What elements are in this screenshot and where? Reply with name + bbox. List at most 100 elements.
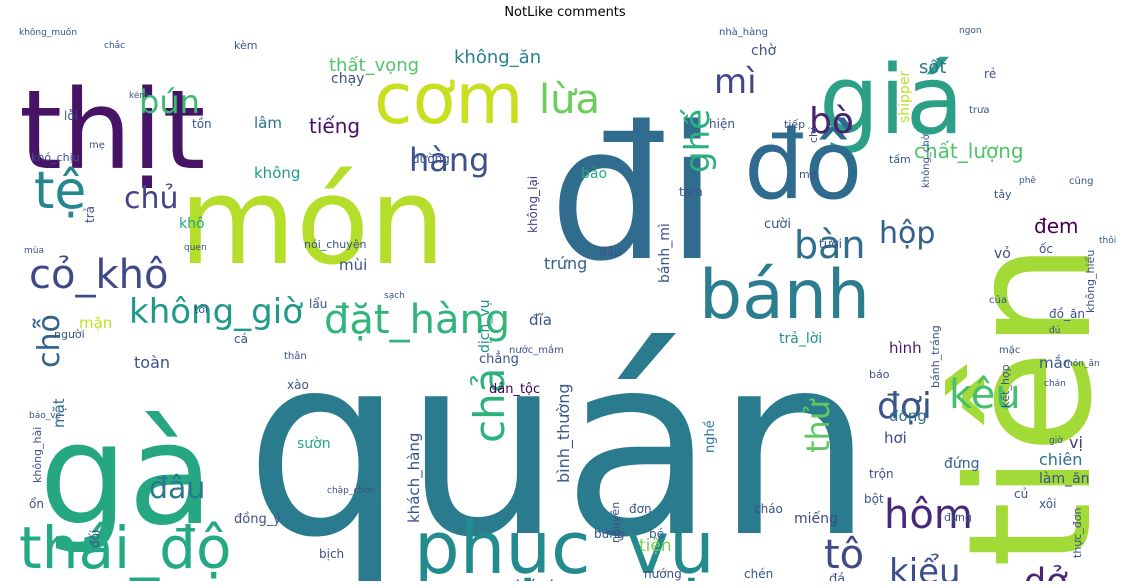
word-97: đối xyxy=(88,530,102,548)
word-49: chiên xyxy=(1039,450,1082,469)
word-5: gà xyxy=(39,394,214,557)
word-91: xào xyxy=(287,378,309,392)
word-140: sạch xyxy=(384,291,405,301)
word-129: nước_mắm xyxy=(509,343,564,356)
word-48: đồng_ý xyxy=(234,512,281,527)
word-78: nghề xyxy=(703,420,718,453)
word-44: trứng xyxy=(544,254,587,273)
word-22: tô xyxy=(824,532,864,578)
word-95: tạm xyxy=(679,185,703,199)
word-76: tươi xyxy=(819,237,842,251)
word-125: thân xyxy=(284,350,307,362)
word-72: lâm xyxy=(254,114,282,132)
word-138: của xyxy=(989,294,1007,306)
word-17: hộp xyxy=(879,216,935,251)
word-41: đem xyxy=(1034,214,1078,238)
word-37: thất_vọng xyxy=(329,55,419,76)
word-33: đâu xyxy=(149,471,205,506)
word-63: mắc xyxy=(1039,354,1071,372)
word-2: món xyxy=(179,153,445,292)
word-56: mùi xyxy=(339,256,367,274)
word-106: người xyxy=(54,328,85,341)
word-40: shipper xyxy=(897,71,913,123)
word-77: cười xyxy=(764,217,791,232)
word-35: tiếng xyxy=(309,114,360,138)
word-145: chán xyxy=(1044,379,1066,389)
word-146: bảo_vệ xyxy=(29,410,62,421)
word-141: mùa xyxy=(24,246,44,256)
word-42: nhánh xyxy=(504,577,561,581)
word-8: cơm xyxy=(374,58,524,140)
word-149: chập_chờn xyxy=(327,485,375,496)
word-21: kêu xyxy=(949,372,1021,418)
word-24: hôm xyxy=(884,492,973,538)
word-57: sườn xyxy=(297,436,331,452)
word-139: quen xyxy=(184,243,207,253)
word-99: tiếp xyxy=(784,118,805,131)
word-113: rẻ xyxy=(984,67,996,81)
word-71: không xyxy=(254,164,300,182)
word-52: khách_hàng xyxy=(405,433,424,523)
word-65: dân_tộc xyxy=(489,382,540,397)
word-4: thịt xyxy=(19,66,206,194)
word-82: xôi xyxy=(1039,497,1056,511)
word-30: ghế xyxy=(678,109,718,173)
word-16: bàn xyxy=(794,223,866,267)
word-32: chỗ xyxy=(32,314,67,368)
word-84: trộn xyxy=(869,467,894,481)
word-39: sốt xyxy=(919,57,946,78)
word-109: trả xyxy=(83,206,97,223)
word-3: tiền xyxy=(932,242,1121,568)
word-94: đường xyxy=(412,152,450,166)
word-73: chờ xyxy=(751,43,777,59)
word-115: ổn xyxy=(29,497,44,511)
word-126: chỉ xyxy=(807,127,820,143)
word-25: đợi xyxy=(877,386,932,427)
word-121: không_hài xyxy=(31,427,44,483)
word-53: dịch_vụ xyxy=(477,299,493,353)
word-81: ốc xyxy=(1039,242,1053,256)
word-23: kiểu xyxy=(889,552,961,581)
word-58: hơi xyxy=(884,429,907,447)
word-132: tây xyxy=(994,188,1012,201)
word-45: mặn xyxy=(79,314,112,332)
word-103: cháo xyxy=(754,502,783,516)
word-102: bột xyxy=(864,492,884,506)
word-6: giá xyxy=(819,46,964,156)
word-133: nhà_hàng xyxy=(719,26,768,38)
word-83: bứng xyxy=(594,527,624,541)
word-111: tồn xyxy=(192,117,212,131)
word-18: hàng xyxy=(409,141,489,179)
word-123: mẹ xyxy=(89,140,105,151)
word-59: vị xyxy=(1069,433,1083,452)
word-119: bánh_tráng xyxy=(929,325,942,388)
word-101: bé xyxy=(649,527,664,541)
word-128: mặc xyxy=(999,345,1020,356)
word-74: chạy xyxy=(331,71,364,87)
word-96: đồ_ăn xyxy=(1049,307,1085,321)
word-62: hình xyxy=(889,339,922,357)
word-127: tấm xyxy=(889,153,911,166)
word-26: dở xyxy=(1024,562,1068,581)
word-108: khó_chịu xyxy=(31,151,80,164)
word-100: thực_đơn xyxy=(1071,507,1084,558)
word-112: kèm xyxy=(234,39,257,52)
word-61: đĩa xyxy=(529,311,552,329)
word-118: nói_chuyện xyxy=(304,238,367,251)
word-75: chẳng xyxy=(479,351,519,367)
word-64: trả_lời xyxy=(779,331,822,347)
word-69: bảo xyxy=(581,166,607,182)
word-20: chả xyxy=(465,368,514,443)
word-89: chén xyxy=(744,567,773,581)
word-9: bánh xyxy=(699,256,870,335)
word-55: không_lại xyxy=(526,176,540,233)
word-70: khô xyxy=(179,216,205,232)
word-147: thôi xyxy=(1099,235,1116,246)
word-120: báo xyxy=(869,368,890,381)
word-28: bò xyxy=(809,101,854,142)
word-14: đặt_hàng xyxy=(324,297,510,343)
word-80: cá xyxy=(234,332,248,346)
word-134: không_muốn xyxy=(19,27,77,38)
word-143: món_ăn xyxy=(1064,358,1100,369)
